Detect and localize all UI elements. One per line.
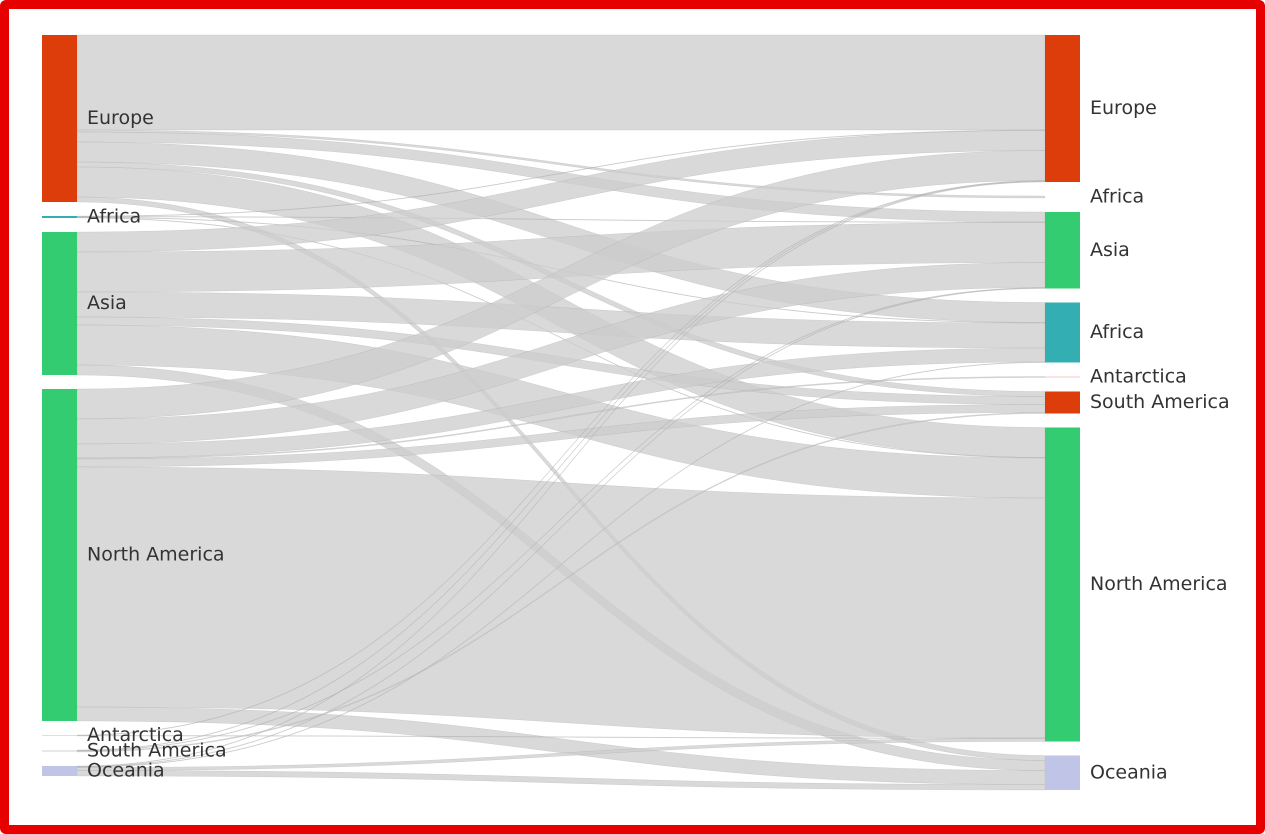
node-label: South America <box>87 740 227 762</box>
node <box>42 232 77 375</box>
node <box>42 766 77 776</box>
node <box>1045 755 1080 790</box>
node-label: South America <box>1090 391 1230 413</box>
node <box>42 750 77 752</box>
node-label: Oceania <box>1090 761 1168 783</box>
link <box>76 466 1046 739</box>
node <box>42 389 77 721</box>
node <box>42 216 77 218</box>
node <box>1045 212 1080 289</box>
node-label: Antarctica <box>87 724 184 746</box>
node <box>1045 302 1080 363</box>
node <box>42 735 77 736</box>
node <box>42 35 77 202</box>
node-label: Antarctica <box>1090 366 1187 388</box>
node-label: Africa <box>1090 321 1144 343</box>
links <box>76 34 1046 791</box>
node-label: Asia <box>1090 239 1130 261</box>
node-label: Europe <box>87 107 154 129</box>
node-label: Europe <box>1090 97 1157 119</box>
node-label: Asia <box>87 292 127 314</box>
node <box>1045 196 1080 198</box>
node-label: Africa <box>1090 186 1144 208</box>
node-label: Oceania <box>87 760 165 782</box>
node <box>1045 376 1080 378</box>
node <box>1045 427 1080 742</box>
node-label: Africa <box>87 206 141 228</box>
link <box>76 34 1046 131</box>
node <box>1045 35 1080 182</box>
node-label: North America <box>87 544 225 566</box>
node-label: North America <box>1090 573 1228 595</box>
node <box>1045 391 1080 414</box>
